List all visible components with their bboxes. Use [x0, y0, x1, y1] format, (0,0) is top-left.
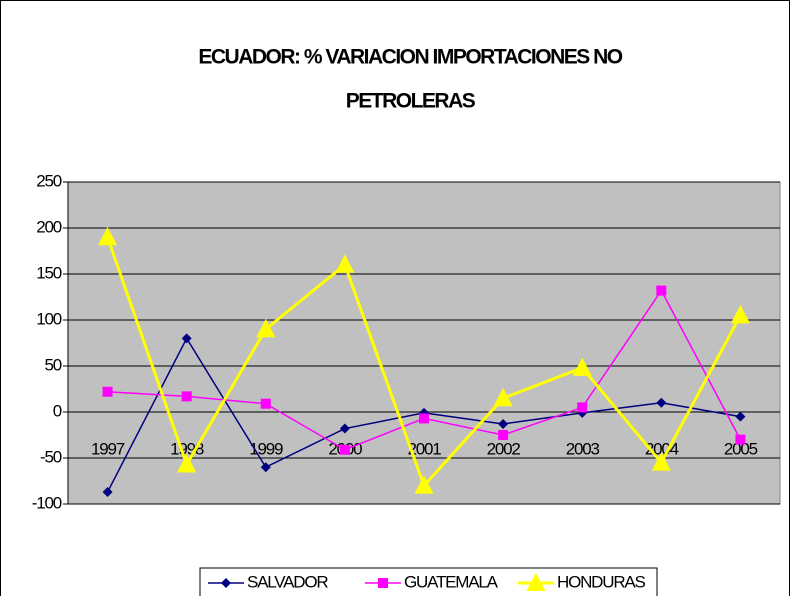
legend-label: HONDURAS [557, 572, 646, 591]
point-marker [498, 430, 509, 440]
chart-title: PETROLERAS [346, 90, 476, 113]
x-tick-label: 2002 [487, 439, 521, 458]
legend-label: SALVADOR [247, 572, 328, 591]
y-tick-label: 50 [44, 355, 61, 374]
point-marker [177, 454, 197, 473]
x-tick-label: 1997 [91, 439, 125, 458]
point-marker [102, 487, 113, 498]
legend-marker [378, 578, 388, 588]
y-tick-label: 100 [36, 309, 62, 328]
y-tick-label: 200 [36, 217, 62, 236]
point-marker [339, 444, 350, 455]
legend-marker [526, 572, 546, 591]
point-marker [656, 285, 667, 296]
y-tick-label: -50 [40, 447, 62, 466]
point-marker [651, 452, 671, 471]
x-tick-label: 2003 [566, 439, 600, 458]
point-marker [735, 434, 746, 445]
y-tick-label: 250 [36, 171, 62, 190]
y-tick-label: 0 [53, 401, 62, 420]
x-tick-label: 2005 [724, 439, 758, 458]
point-marker [97, 226, 118, 246]
point-marker [730, 305, 751, 324]
point-marker [335, 254, 355, 273]
point-marker [414, 475, 434, 494]
y-tick-label: 150 [36, 263, 62, 282]
point-marker [260, 398, 271, 409]
point-marker [256, 318, 276, 338]
point-marker [577, 402, 588, 413]
legend-box [199, 567, 658, 596]
legend-label: GUATEMALA [404, 572, 499, 591]
point-marker [735, 411, 746, 422]
point-marker [181, 333, 192, 344]
point-marker [572, 357, 592, 376]
chart-title: ECUADOR: % VARIACION IMPORTACIONES NO [198, 46, 622, 69]
x-tick-label: 2001 [407, 439, 441, 458]
point-marker [419, 413, 429, 424]
point-marker [339, 423, 350, 434]
point-marker [102, 386, 113, 397]
y-tick-label: -100 [32, 493, 62, 512]
legend-marker [221, 578, 231, 588]
point-marker [260, 462, 271, 473]
point-marker [181, 391, 192, 402]
point-marker [656, 397, 667, 408]
point-marker [493, 387, 513, 407]
point-marker [498, 418, 509, 429]
